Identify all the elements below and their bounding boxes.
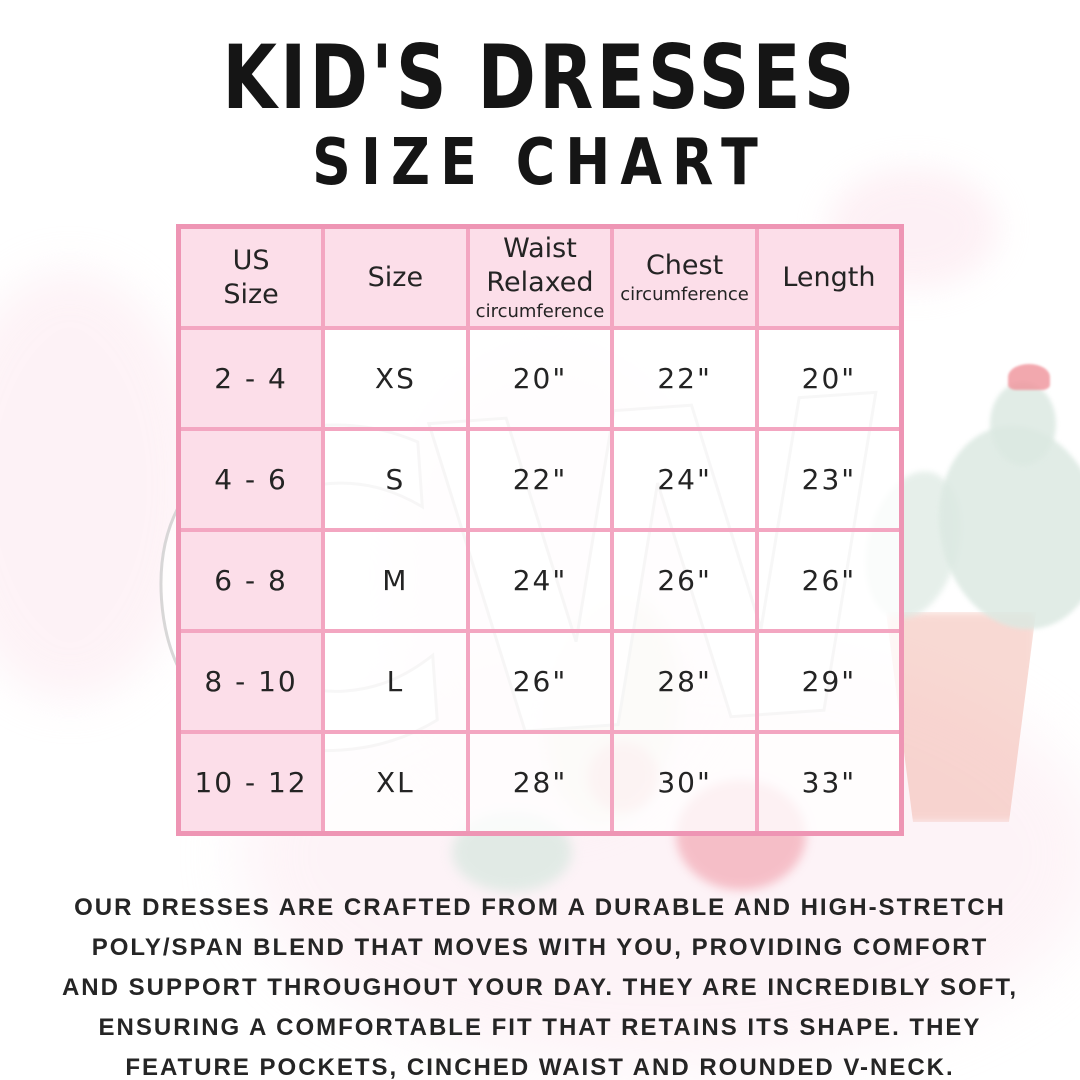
us-size-cell: 10 - 12 xyxy=(176,730,326,836)
header-waist: Waist Relaxed circumference xyxy=(465,224,615,330)
page-title: KID'S DRESSES xyxy=(222,26,858,129)
cactus-pad-icon xyxy=(990,382,1056,466)
length-cell: 23" xyxy=(754,427,904,532)
chest-cell: 22" xyxy=(610,326,759,431)
us-size-cell: 2 - 4 xyxy=(176,326,326,431)
description-text: OUR DRESSES ARE CRAFTED FROM A DURABLE A… xyxy=(61,894,1019,1080)
table-row: 10 - 12 XL 28" 30" 33" xyxy=(176,730,904,836)
cactus-flower-icon xyxy=(1008,364,1050,390)
header-label: Waist Relaxed xyxy=(486,233,594,298)
size-cell: M xyxy=(321,528,470,633)
length-cell: 29" xyxy=(754,629,904,734)
waist-cell: 28" xyxy=(465,730,615,836)
header-label: Size xyxy=(367,261,424,293)
header-label: US Size xyxy=(223,244,279,310)
waist-cell: 20" xyxy=(465,326,615,431)
header-length: Length xyxy=(754,224,904,330)
waist-cell: 24" xyxy=(465,528,615,633)
size-cell: XS xyxy=(321,326,470,431)
header-label: Length xyxy=(782,261,876,293)
table-row: 2 - 4 XS 20" 22" 20" xyxy=(176,326,904,431)
page-subtitle: SIZE CHART xyxy=(312,126,768,200)
size-cell: S xyxy=(321,427,470,532)
chest-cell: 28" xyxy=(610,629,759,734)
table-row: 6 - 8 M 24" 26" 26" xyxy=(176,528,904,633)
size-cell: XL xyxy=(321,730,470,836)
length-cell: 33" xyxy=(754,730,904,836)
title-block: KID'S DRESSES SIZE CHART xyxy=(0,0,1080,200)
chest-cell: 26" xyxy=(610,528,759,633)
table-row: 4 - 6 S 22" 24" 23" xyxy=(176,427,904,532)
chest-cell: 30" xyxy=(610,730,759,836)
pink-splash-left xyxy=(0,270,200,700)
us-size-cell: 4 - 6 xyxy=(176,427,326,532)
table-body: 2 - 4 XS 20" 22" 20" 4 - 6 S 22" 24" 23"… xyxy=(176,326,904,836)
table-row: 8 - 10 L 26" 28" 29" xyxy=(176,629,904,734)
flower-pot-watermark xyxy=(886,612,1036,822)
header-chest: Chest circumference xyxy=(610,224,759,330)
size-cell: L xyxy=(321,629,470,734)
header-size: Size xyxy=(321,224,470,330)
size-chart-table: US Size Size Waist Relaxed circumference… xyxy=(176,224,904,836)
header-row: US Size Size Waist Relaxed circumference… xyxy=(176,224,904,330)
length-cell: 26" xyxy=(754,528,904,633)
waist-cell: 22" xyxy=(465,427,615,532)
header-label: Chest xyxy=(645,250,724,281)
us-size-cell: 8 - 10 xyxy=(176,629,326,734)
waist-cell: 26" xyxy=(465,629,615,734)
header-sublabel: circumference xyxy=(620,284,749,305)
length-cell: 20" xyxy=(754,326,904,431)
header-sublabel: circumference xyxy=(475,301,605,322)
header-us-size: US Size xyxy=(176,224,326,330)
chest-cell: 24" xyxy=(610,427,759,532)
us-size-cell: 6 - 8 xyxy=(176,528,326,633)
table-header: US Size Size Waist Relaxed circumference… xyxy=(176,224,904,330)
